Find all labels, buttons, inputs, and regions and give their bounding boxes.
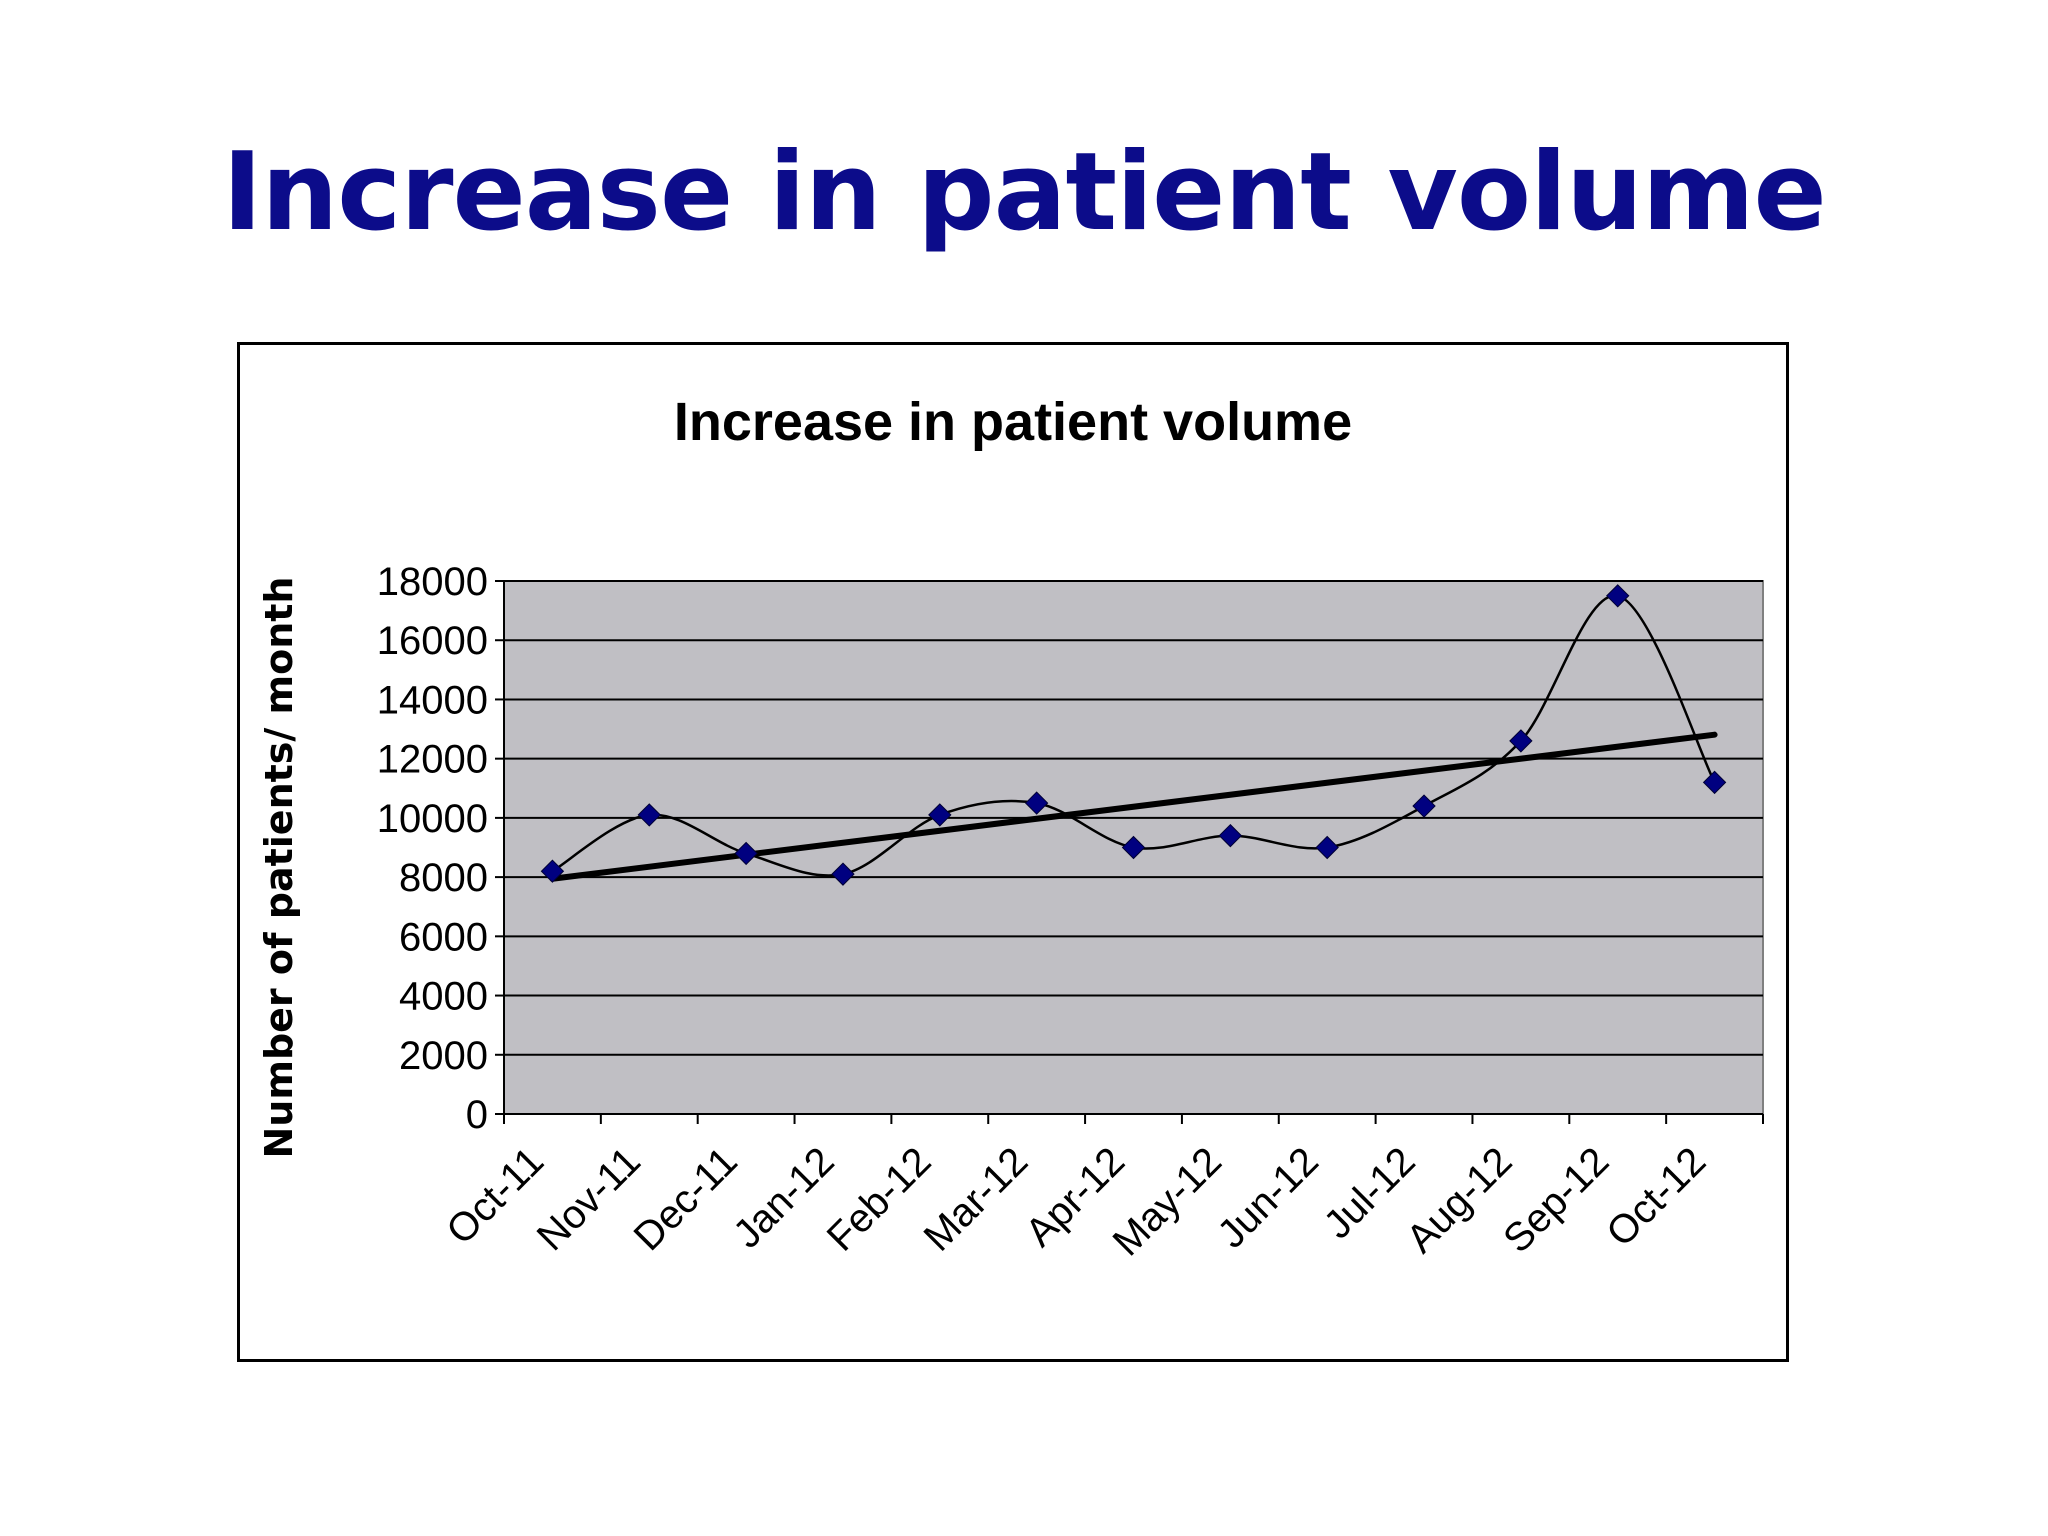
x-tick-label: Mar-12 [916, 1139, 1037, 1260]
slide-title: Increase in patient volume [222, 130, 1827, 255]
data-point-marker [1315, 835, 1339, 860]
y-tick-label: 8000 [399, 856, 488, 900]
y-tick-label: 14000 [377, 678, 488, 722]
data-point-marker [1509, 729, 1533, 753]
axes [495, 580, 1764, 1124]
y-axis-title: Number of patients/ month [257, 577, 301, 1159]
x-tick-label: Dec-11 [626, 1139, 746, 1259]
x-tick-label: May-12 [1105, 1139, 1230, 1264]
chart-svg: 0 2000 4000 6000 8000 10000 12000 14000 16000 180… [257, 560, 1764, 1264]
y-tick-label: 16000 [377, 619, 488, 663]
x-tick-label: Feb-12 [819, 1139, 940, 1260]
data-point-marker [1218, 823, 1243, 848]
data-point-marker [734, 841, 758, 866]
chart-frame: Increase in patient volume 0 2000 4000 6000… [237, 342, 1789, 1362]
gridlines [504, 580, 1763, 1056]
data-point-marker [1024, 791, 1049, 815]
x-tick-label: Aug-12 [1398, 1139, 1520, 1261]
data-point-marker [928, 803, 952, 827]
data-point-marker [1606, 584, 1630, 608]
data-point-marker [1412, 794, 1436, 818]
y-tick-label: 18000 [377, 560, 488, 604]
series-markers [540, 584, 1727, 886]
x-axis-ticks: Oct-11Nov-11Dec-11Jan-12Feb-12Mar-12Apr-… [438, 1139, 1714, 1264]
y-tick-label: 2000 [399, 1034, 488, 1078]
data-point-marker [1702, 770, 1727, 795]
x-tick-label: Sep-12 [1495, 1139, 1617, 1261]
data-point-marker [1121, 835, 1146, 860]
y-tick-label: 10000 [377, 797, 488, 841]
data-point-marker [831, 862, 855, 886]
x-tick-label: Nov-11 [529, 1139, 649, 1259]
chart-title: Increase in patient volume [673, 392, 1353, 452]
data-point-marker [540, 859, 565, 883]
y-tick-label: 12000 [377, 738, 488, 782]
x-tick-label: Jun-12 [1209, 1139, 1327, 1257]
y-tick-label: 4000 [399, 975, 488, 1019]
x-tick-label: Oct-11 [438, 1139, 552, 1253]
y-axis-ticks: 0 2000 4000 6000 8000 10000 12000 14000 16000 180… [377, 560, 488, 1137]
data-point-marker [637, 803, 661, 827]
y-tick-label: 0 [466, 1093, 488, 1137]
y-tick-label: 6000 [399, 915, 488, 959]
x-tick-label: Jan-12 [725, 1139, 843, 1257]
x-tick-label: Oct-12 [1598, 1139, 1714, 1255]
